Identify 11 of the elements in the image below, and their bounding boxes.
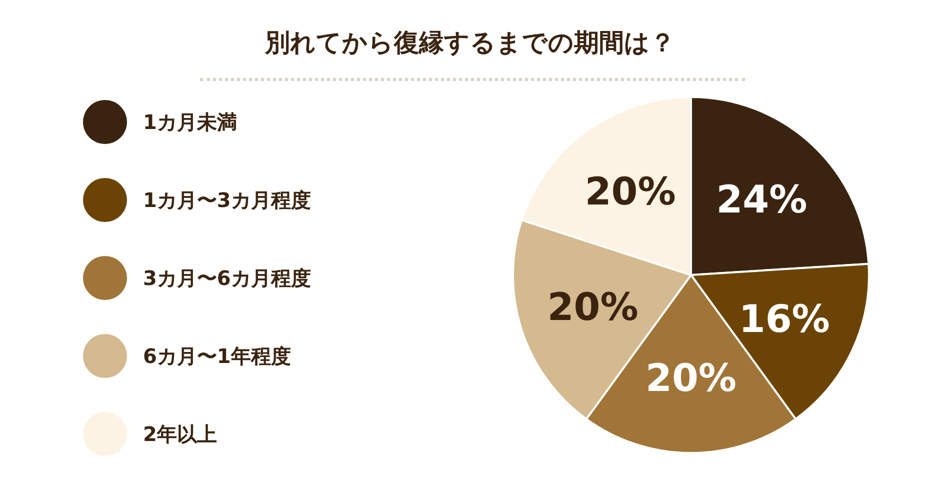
legend-label: 2年以上 [143, 420, 217, 448]
data-label: 20% [547, 284, 638, 329]
legend-label: 1カ月〜3カ月程度 [143, 186, 311, 214]
chart-title: 別れてから復縁するまでの期間は？ [264, 27, 676, 59]
legend-label: 3カ月〜6カ月程度 [143, 264, 311, 292]
data-label: 24% [716, 178, 808, 222]
legend-label: 1カ月未満 [143, 108, 237, 136]
data-label: 16% [738, 296, 830, 341]
data-label: 20% [584, 169, 676, 214]
legend-label: 6カ月〜1年程度 [143, 342, 291, 370]
data-label: 20% [646, 356, 736, 400]
